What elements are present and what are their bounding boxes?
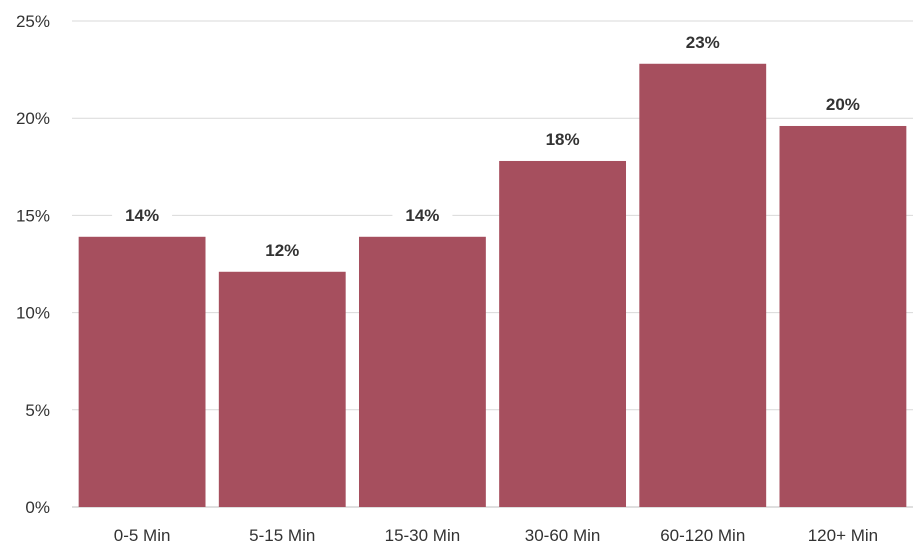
data-labels: 14% 12% 14% 18% 23% 20% <box>112 30 873 263</box>
x-tick-label: 30-60 Min <box>525 526 601 545</box>
y-tick-label: 0% <box>25 498 50 517</box>
x-axis-tick-labels: 0-5 Min 5-15 Min 15-30 Min 30-60 Min 60-120 … <box>114 526 878 545</box>
y-axis-tick-labels: 0% 5% 10% 15% 20% 25% <box>16 12 50 517</box>
data-label-background <box>112 203 173 228</box>
x-tick-label: 60-120 Min <box>660 526 745 545</box>
bars <box>78 63 907 507</box>
x-tick-label: 120+ Min <box>808 526 878 545</box>
x-tick-label: 5-15 Min <box>249 526 315 545</box>
bar <box>779 125 907 507</box>
y-tick-label: 15% <box>16 206 50 225</box>
data-label: 18% <box>546 130 580 149</box>
data-label-background <box>812 92 873 117</box>
bar <box>218 271 346 507</box>
y-tick-label: 20% <box>16 109 50 128</box>
data-label: 23% <box>686 33 720 52</box>
data-label: 14% <box>405 206 439 225</box>
data-label-background <box>532 127 593 152</box>
bar <box>78 236 206 507</box>
bar <box>358 236 486 507</box>
data-label: 12% <box>265 241 299 260</box>
data-label-background <box>672 30 733 55</box>
gridlines <box>72 20 913 508</box>
data-label-background <box>252 238 313 263</box>
y-tick-label: 5% <box>25 401 50 420</box>
y-tick-label: 25% <box>16 12 50 31</box>
y-tick-label: 10% <box>16 304 50 323</box>
x-tick-label: 15-30 Min <box>385 526 461 545</box>
bar <box>639 63 767 507</box>
x-tick-label: 0-5 Min <box>114 526 171 545</box>
bar <box>499 160 627 507</box>
data-label-background <box>392 203 453 228</box>
data-label: 14% <box>125 206 159 225</box>
data-label: 20% <box>826 95 860 114</box>
